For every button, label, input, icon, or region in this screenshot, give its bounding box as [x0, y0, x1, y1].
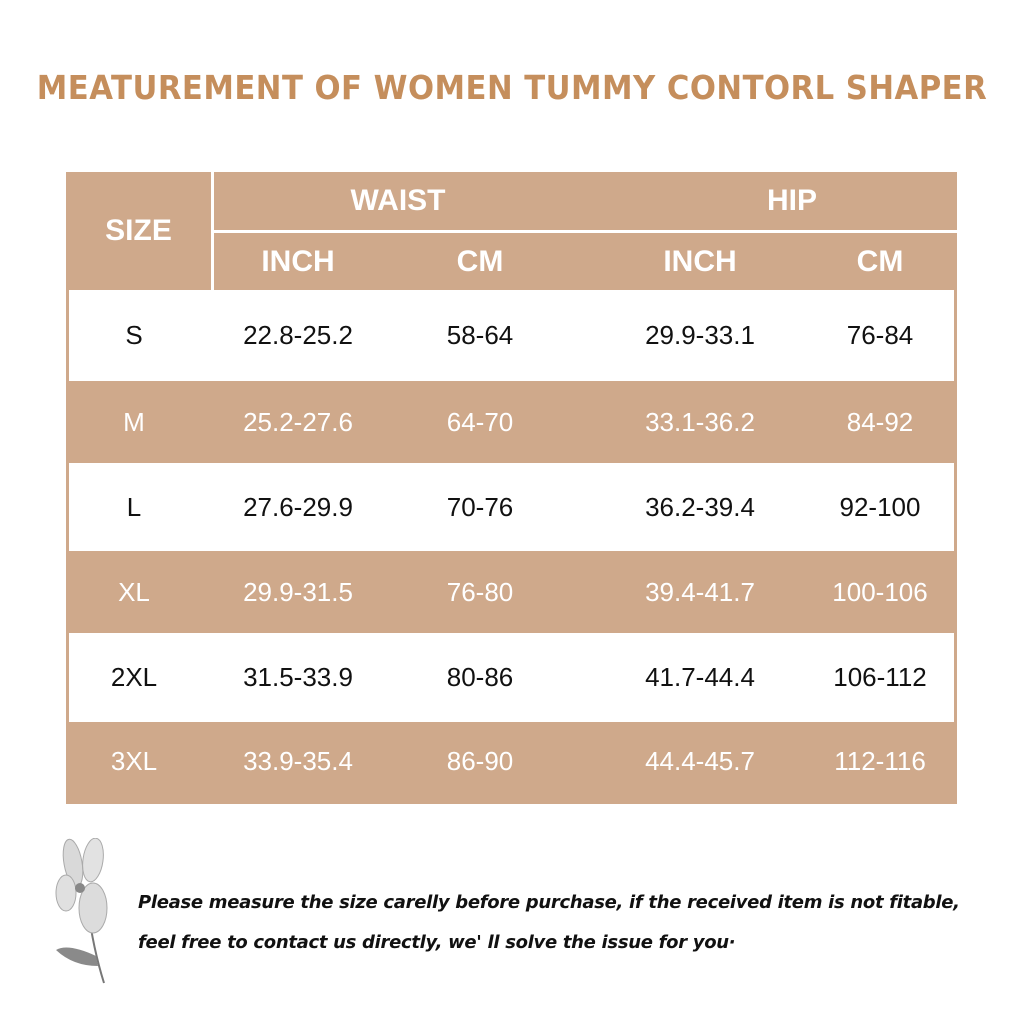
hip-cm-header: CM — [856, 244, 904, 278]
table-row: 2XL 31.5-33.9 80-86 41.7-44.4 106-112 — [69, 633, 954, 722]
hip-inch-header: INCH — [663, 244, 737, 278]
cell-waist-inch: 25.2-27.6 — [243, 406, 353, 437]
waist-cm-header: CM — [456, 244, 504, 278]
cell-hip-inch: 44.4-45.7 — [645, 746, 755, 776]
cell-waist-cm: 58-64 — [446, 320, 514, 350]
cell-waist-cm: 86-90 — [446, 746, 514, 776]
flower-icon — [55, 838, 108, 984]
cell-waist-inch: 29.9-31.5 — [243, 576, 353, 607]
cell-waist-cm: 76-80 — [446, 576, 514, 607]
size-chart-table: SIZE WAIST HIP INCH CM INCH CM S 22.8-25.… — [66, 172, 957, 804]
size-header: SIZE — [105, 214, 172, 247]
cell-hip-inch: 29.9-33.1 — [645, 320, 755, 350]
cell-hip-cm: 112-116 — [834, 746, 926, 776]
cell-waist-inch: 22.8-25.2 — [243, 320, 353, 350]
note-line-2: feel free to contact us directly, we' ll… — [138, 932, 736, 953]
cell-hip-cm: 92-100 — [839, 491, 921, 522]
cell-waist-cm: 70-76 — [446, 491, 514, 522]
cell-hip-cm: 106-112 — [833, 662, 927, 692]
cell-waist-inch: 27.6-29.9 — [243, 491, 353, 522]
cell-size: XL — [118, 576, 150, 607]
cell-waist-inch: 33.9-35.4 — [243, 746, 353, 776]
cell-waist-inch: 31.5-33.9 — [243, 662, 353, 692]
cell-size: 3XL — [110, 746, 158, 776]
cell-waist-cm: 80-86 — [446, 662, 514, 692]
cell-hip-cm: 84-92 — [846, 406, 914, 437]
cell-waist-cm: 64-70 — [446, 406, 514, 437]
table-row: L 27.6-29.9 70-76 36.2-39.4 92-100 — [69, 463, 954, 551]
hip-header: HIP — [766, 184, 817, 217]
cell-size: S — [125, 320, 143, 350]
table-row: 3XL 33.9-35.4 86-90 44.4-45.7 112-116 — [69, 722, 954, 801]
table-row: M 25.2-27.6 64-70 33.1-36.2 84-92 — [69, 381, 954, 463]
cell-hip-inch: 41.7-44.4 — [645, 662, 755, 692]
table-row: XL 29.9-31.5 76-80 39.4-41.7 100-106 — [69, 551, 954, 633]
cell-size: L — [126, 491, 142, 522]
waist-header: WAIST — [350, 184, 446, 217]
cell-hip-inch: 33.1-36.2 — [645, 406, 755, 437]
cell-size: 2XL — [110, 662, 158, 692]
waist-inch-header: INCH — [261, 244, 335, 278]
cell-hip-inch: 36.2-39.4 — [645, 491, 755, 522]
cell-size: M — [123, 406, 145, 437]
cell-hip-cm: 100-106 — [832, 576, 928, 607]
cell-hip-inch: 39.4-41.7 — [645, 576, 755, 607]
table-row: S 22.8-25.2 58-64 29.9-33.1 76-84 — [69, 290, 954, 381]
page-title: MEATUREMENT OF WOMEN TUMMY CONTORL SHAPE… — [36, 68, 988, 107]
note-line-1: Please measure the size carelly before p… — [138, 892, 960, 913]
cell-hip-cm: 76-84 — [846, 320, 914, 350]
divider — [211, 230, 957, 233]
